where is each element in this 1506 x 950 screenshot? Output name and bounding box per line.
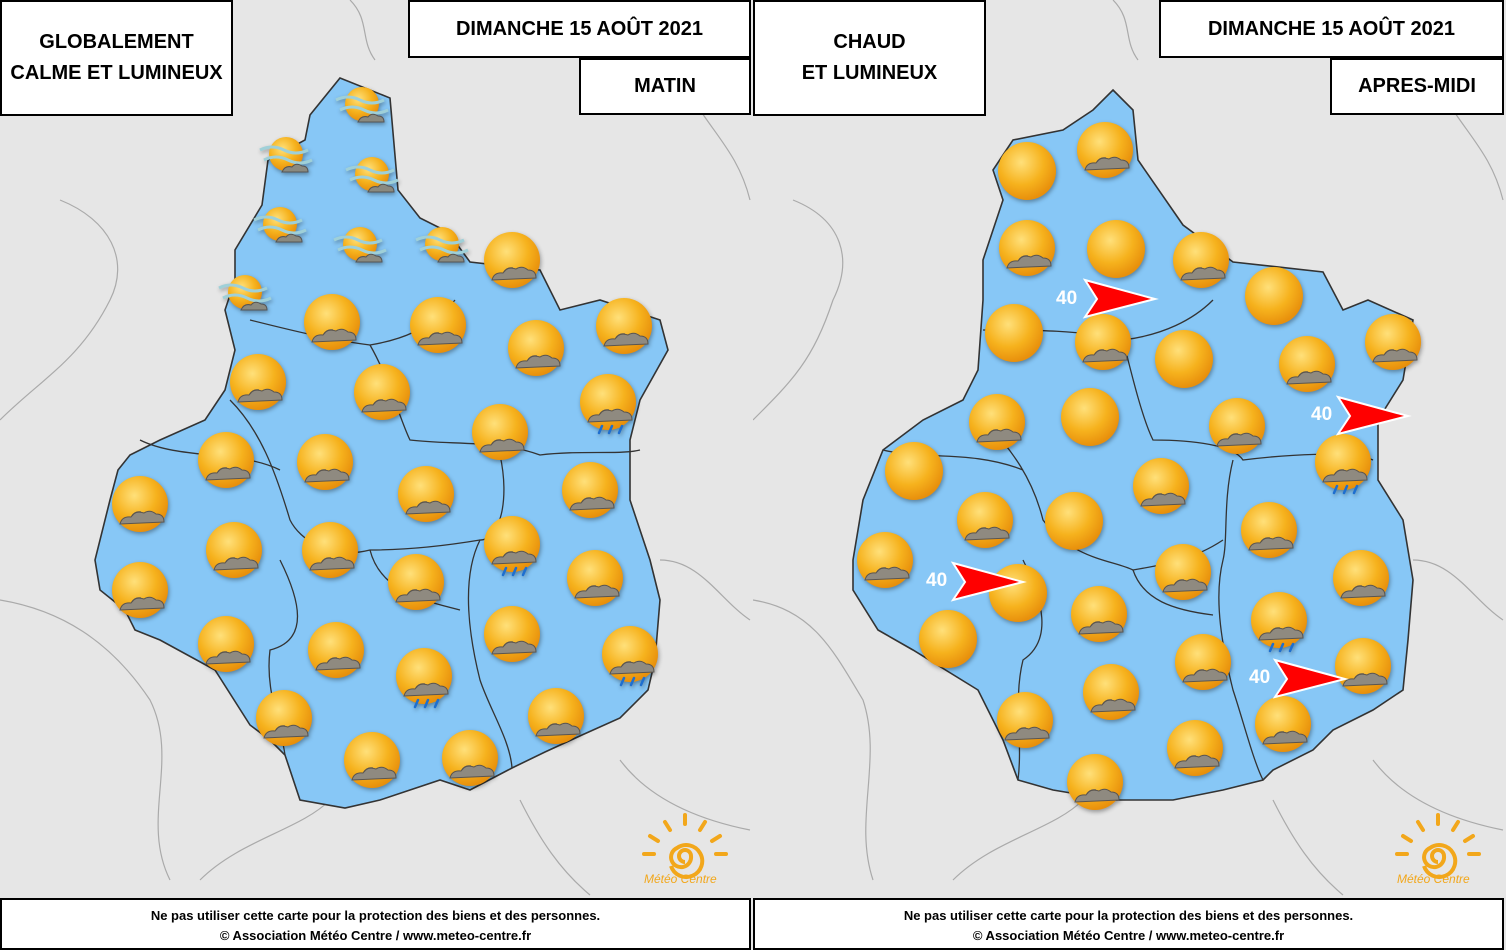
sun-cloud-icon xyxy=(1171,230,1235,294)
sun-cloud-icon xyxy=(396,464,460,528)
sun-cloud-icon xyxy=(302,292,366,356)
sun-cloud-rain-icon xyxy=(600,624,664,688)
map-panel-afternoon: 40 40 40 40 CHAUD ET LUMINEUX DIMANCHE 15 A… xyxy=(753,0,1506,950)
sun-cloud-icon xyxy=(300,520,364,584)
disclaimer-text: Ne pas utiliser cette carte pour la prot… xyxy=(150,908,601,923)
sun-icon xyxy=(917,608,981,672)
sun-cloud-icon xyxy=(1333,636,1397,700)
sun-cloud-icon xyxy=(1363,312,1427,376)
sun-cloud-icon xyxy=(526,686,590,750)
sun-cloud-icon xyxy=(1131,456,1195,520)
sun-cloud-icon xyxy=(482,230,546,294)
sun-cloud-icon xyxy=(1239,500,1303,564)
sun-haze-icon xyxy=(412,218,476,282)
map-panel-morning: GLOBALEMENT CALME ET LUMINEUX DIMANCHE 1… xyxy=(0,0,753,950)
wind-gust-label: 40 xyxy=(1056,288,1077,309)
wind-gust-label: 40 xyxy=(1311,404,1332,425)
sun-cloud-icon xyxy=(997,218,1061,282)
sun-cloud-icon xyxy=(1253,694,1317,758)
sun-cloud-icon xyxy=(1073,312,1137,376)
sun-cloud-icon xyxy=(565,548,629,612)
sun-cloud-icon xyxy=(1277,334,1341,398)
sun-icon xyxy=(883,440,947,504)
sun-icon xyxy=(1043,490,1107,554)
sun-cloud-icon xyxy=(295,432,359,496)
date-box: DIMANCHE 15 AOÛT 2021 xyxy=(1159,0,1504,58)
sun-cloud-rain-icon xyxy=(1313,432,1377,496)
sun-icon xyxy=(1243,265,1307,329)
logo-text: Météo Centre xyxy=(644,872,717,886)
meteo-centre-logo: Météo Centre xyxy=(1383,810,1493,900)
period-box: MATIN xyxy=(579,58,751,115)
sun-cloud-icon xyxy=(352,362,416,426)
sun-cloud-icon xyxy=(594,296,658,360)
sun-icon xyxy=(1153,328,1217,392)
sun-cloud-rain-icon xyxy=(578,372,642,436)
sun-cloud-icon xyxy=(1173,632,1237,696)
copyright-text: © Association Météo Centre / www.meteo-c… xyxy=(219,928,532,943)
sun-cloud-icon xyxy=(955,490,1019,554)
date-box: DIMANCHE 15 AOÛT 2021 xyxy=(408,0,751,58)
sun-cloud-rain-icon xyxy=(394,646,458,710)
sun-icon xyxy=(983,302,1047,366)
sun-haze-icon xyxy=(332,78,396,142)
sun-haze-icon xyxy=(250,198,314,262)
sun-cloud-icon xyxy=(408,295,472,359)
sun-cloud-icon xyxy=(196,430,260,494)
wind-gust-label: 40 xyxy=(1249,667,1270,688)
sun-cloud-icon xyxy=(110,560,174,624)
disclaimer-footer: Ne pas utiliser cette carte pour la prot… xyxy=(0,898,751,950)
disclaimer-text: Ne pas utiliser cette carte pour la prot… xyxy=(903,908,1354,923)
sun-icon xyxy=(996,140,1060,204)
sun-cloud-icon xyxy=(1081,662,1145,726)
sun-icon xyxy=(1085,218,1149,282)
period-box: APRES-MIDI xyxy=(1330,58,1504,115)
sun-haze-icon xyxy=(330,218,394,282)
sun-cloud-icon xyxy=(1331,548,1395,612)
sun-cloud-icon xyxy=(254,688,318,752)
sun-cloud-icon xyxy=(482,604,546,668)
meteo-centre-logo: Météo Centre xyxy=(630,810,740,900)
sun-cloud-icon xyxy=(342,730,406,794)
sun-cloud-icon xyxy=(440,728,504,792)
sun-haze-icon xyxy=(256,128,320,192)
sun-haze-icon xyxy=(215,266,279,330)
sun-cloud-rain-icon xyxy=(1249,590,1313,654)
sun-cloud-icon xyxy=(1065,752,1129,816)
sun-cloud-icon xyxy=(228,352,292,416)
sun-cloud-rain-icon xyxy=(482,514,546,578)
wind-gust-arrow xyxy=(1335,395,1412,436)
sun-icon xyxy=(1059,386,1123,450)
sun-cloud-icon xyxy=(1153,542,1217,606)
sun-cloud-icon xyxy=(110,474,174,538)
headline-box: CHAUD ET LUMINEUX xyxy=(753,0,986,116)
sun-cloud-icon xyxy=(1075,120,1139,184)
sun-cloud-icon xyxy=(1069,584,1133,648)
sun-cloud-icon xyxy=(506,318,570,382)
sun-cloud-icon xyxy=(306,620,370,684)
sun-cloud-icon xyxy=(1165,718,1229,782)
wind-gust-arrow xyxy=(1272,658,1349,699)
wind-gust-label: 40 xyxy=(926,570,947,591)
disclaimer-footer: Ne pas utiliser cette carte pour la prot… xyxy=(753,898,1504,950)
logo-text: Météo Centre xyxy=(1397,872,1470,886)
sun-cloud-icon xyxy=(560,460,624,524)
sun-cloud-icon xyxy=(470,402,534,466)
headline-box: GLOBALEMENT CALME ET LUMINEUX xyxy=(0,0,233,116)
copyright-text: © Association Météo Centre / www.meteo-c… xyxy=(972,928,1285,943)
wind-gust-layer: 40 40 40 40 xyxy=(926,278,1412,699)
sun-cloud-icon xyxy=(995,690,1059,754)
wind-gust-arrow xyxy=(950,561,1027,602)
wind-gust-arrow xyxy=(1082,278,1159,319)
sun-cloud-icon xyxy=(855,530,919,594)
sun-cloud-icon xyxy=(204,520,268,584)
sun-cloud-icon xyxy=(386,552,450,616)
sun-haze-icon xyxy=(342,148,406,212)
sun-cloud-icon xyxy=(967,392,1031,456)
sun-cloud-icon xyxy=(196,614,260,678)
sun-cloud-icon xyxy=(1207,396,1271,460)
